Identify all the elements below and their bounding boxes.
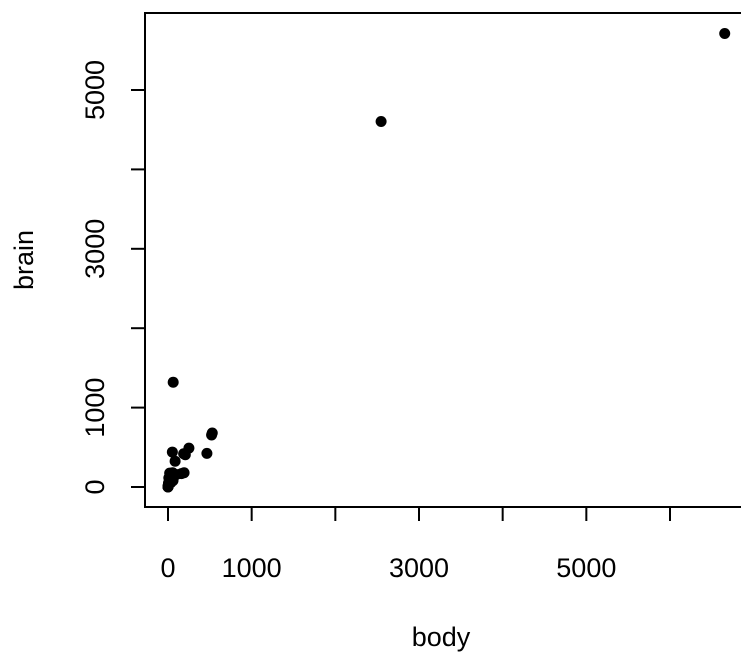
data-point xyxy=(169,455,181,467)
x-tick-labels: 0 1000 3000 5000 xyxy=(160,553,616,583)
x-tick-label: 0 xyxy=(160,553,175,583)
data-point xyxy=(375,116,387,128)
data-point xyxy=(183,442,195,454)
plot-frame xyxy=(144,12,741,508)
data-point xyxy=(719,27,731,39)
x-axis xyxy=(167,506,671,521)
y-axis xyxy=(131,89,146,488)
data-point xyxy=(178,467,190,479)
data-point xyxy=(167,376,179,388)
data-point xyxy=(166,446,178,458)
data-point xyxy=(206,427,218,439)
y-axis-title: brain xyxy=(9,230,39,290)
x-tick-label: 1000 xyxy=(222,553,282,583)
data-point xyxy=(201,447,213,459)
data-points xyxy=(162,27,731,493)
x-tick-label: 5000 xyxy=(556,553,616,583)
y-tick-label: 0 xyxy=(80,479,110,494)
x-tick-label: 3000 xyxy=(389,553,449,583)
x-axis-title: body xyxy=(412,622,471,652)
y-tick-label: 3000 xyxy=(80,219,110,279)
y-tick-label: 5000 xyxy=(80,60,110,120)
y-tick-label: 1000 xyxy=(80,378,110,438)
y-tick-labels: 0 1000 3000 5000 xyxy=(80,60,110,495)
